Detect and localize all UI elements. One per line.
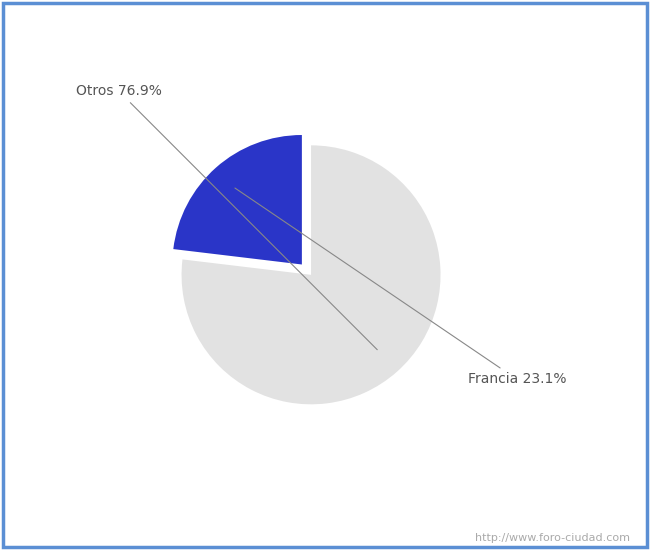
Text: Santa Colomba de Somoza - Turistas extranjeros según país - Abril de 2024: Santa Colomba de Somoza - Turistas extra… — [6, 12, 644, 28]
Wedge shape — [181, 145, 441, 404]
Text: Francia 23.1%: Francia 23.1% — [235, 188, 566, 386]
Wedge shape — [174, 135, 302, 265]
Text: http://www.foro-ciudad.com: http://www.foro-ciudad.com — [476, 534, 630, 543]
Text: Otros 76.9%: Otros 76.9% — [75, 84, 377, 350]
